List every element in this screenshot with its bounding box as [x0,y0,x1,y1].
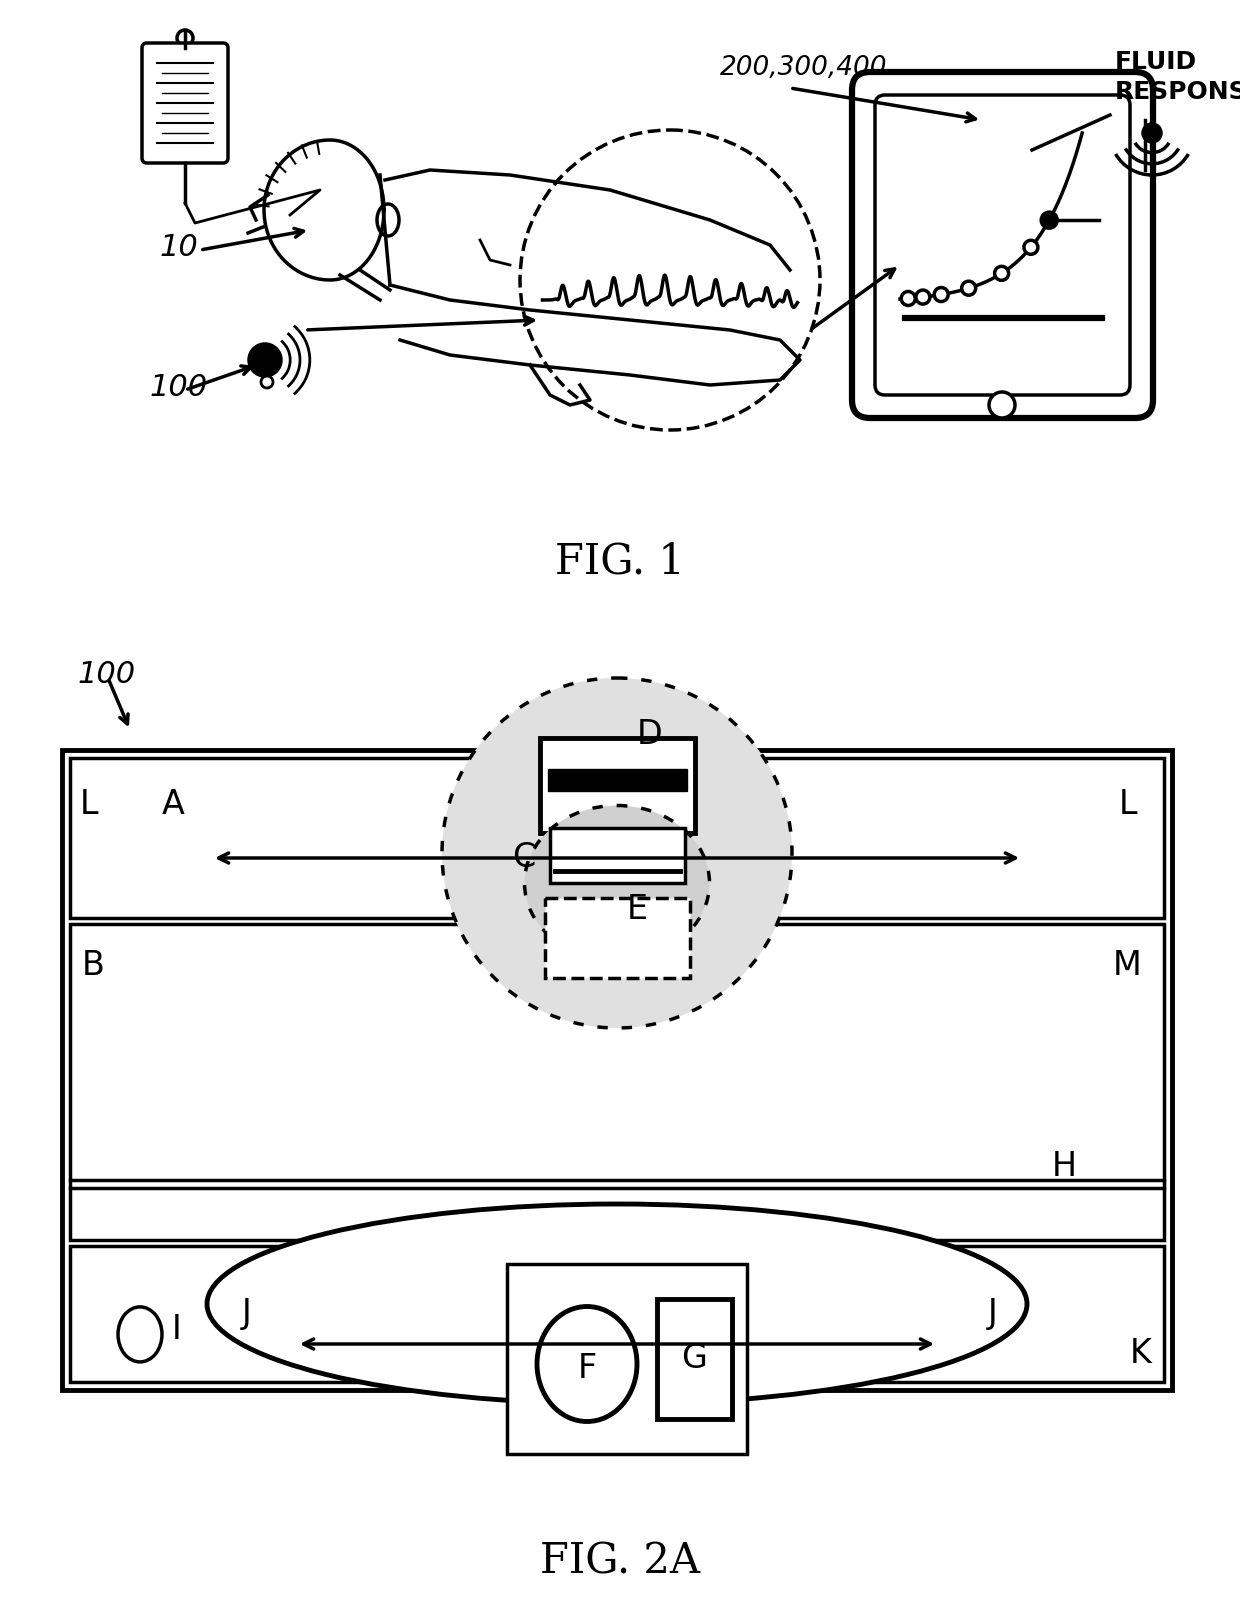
Circle shape [1024,240,1038,254]
Bar [69,1246,1164,1382]
Circle shape [260,376,273,387]
Text: FIG. 2A: FIG. 2A [539,1539,701,1582]
Circle shape [962,282,976,296]
FancyBboxPatch shape [143,43,228,163]
Text: L: L [1118,787,1137,821]
Text: J: J [242,1298,252,1331]
Text: J: J [987,1298,997,1331]
Text: H: H [1052,1150,1078,1182]
Text: 10: 10 [160,234,198,262]
Circle shape [994,266,1008,280]
Circle shape [1143,125,1161,142]
Text: RESPONSIVENESS: RESPONSIVENESS [1115,80,1240,104]
Text: E: E [627,893,649,926]
Ellipse shape [537,1307,637,1421]
FancyBboxPatch shape [875,94,1130,395]
Text: FLUID: FLUID [1115,50,1197,74]
Bar [539,738,694,834]
Text: 100: 100 [78,659,136,690]
Text: M: M [1114,949,1142,982]
Ellipse shape [118,1307,162,1362]
Circle shape [990,392,1016,418]
Bar [546,898,689,978]
Text: D: D [637,718,662,750]
Bar [507,1264,746,1454]
Text: A: A [162,787,185,821]
Text: C: C [512,842,534,874]
Bar [657,1299,732,1419]
Text: K: K [1130,1338,1152,1370]
Circle shape [916,290,930,304]
Text: I: I [172,1314,182,1346]
Circle shape [901,291,915,306]
FancyBboxPatch shape [852,72,1153,418]
Text: 100: 100 [150,373,208,403]
Bar [551,829,684,883]
Text: B: B [82,949,105,982]
Text: G: G [681,1342,707,1376]
Ellipse shape [377,203,399,235]
Bar [62,750,1172,1390]
Text: 200,300,400: 200,300,400 [720,54,888,82]
Bar [548,770,687,790]
Bar [69,925,1164,1240]
Circle shape [249,344,281,376]
Bar [69,758,1164,918]
Ellipse shape [525,805,709,960]
Circle shape [520,130,820,430]
Circle shape [177,30,193,46]
Circle shape [1042,213,1058,229]
Circle shape [441,678,792,1029]
Ellipse shape [207,1203,1027,1405]
Text: L: L [81,787,98,821]
Circle shape [934,288,949,301]
Text: FIG. 1: FIG. 1 [556,541,684,582]
Text: F: F [578,1352,596,1386]
